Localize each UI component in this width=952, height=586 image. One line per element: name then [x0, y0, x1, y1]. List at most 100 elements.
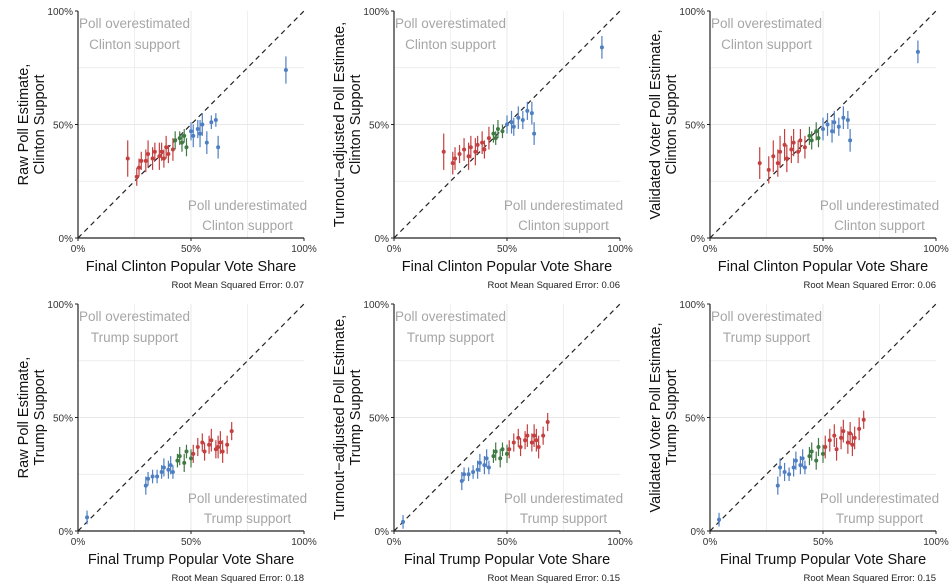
y-axis-title: Turnout−adjusted Poll Estimate,Trump Sup…	[332, 315, 364, 520]
y-axis-title-line: Validated Voter Poll Estimate,	[648, 30, 664, 220]
x-tick-label: 0%	[703, 537, 718, 548]
data-point	[771, 154, 776, 159]
y-tick-label: 50%	[53, 414, 73, 425]
panel-a: 0%0% 50% 50% 100% 100% Poll overestimated Clin…	[16, 7, 317, 291]
y-tick-label: 50%	[53, 121, 73, 132]
rmse-label: Root Mean Squared Error: 0.06	[487, 280, 620, 291]
annotation-under-support: Trump support	[836, 511, 924, 526]
annotation-over: Poll overestimated	[79, 16, 190, 31]
data-point	[486, 136, 491, 141]
data-point	[137, 165, 142, 170]
y-axis-title: Turnout−adjusted Poll Estimate,Clinton S…	[332, 22, 364, 227]
x-axis-title: Final Clinton Popular Vote Share	[402, 259, 612, 275]
data-point	[168, 463, 173, 468]
data-point	[220, 449, 225, 454]
data-point	[85, 515, 90, 520]
data-point	[198, 131, 203, 136]
annotation-under: Poll underestimated	[504, 491, 623, 506]
annotation-under: Poll underestimated	[188, 491, 307, 506]
data-point	[841, 115, 846, 120]
data-point	[125, 156, 130, 161]
data-point	[525, 433, 530, 438]
data-point	[184, 449, 189, 454]
annotation-under-support: Clinton support	[202, 218, 293, 233]
data-point	[778, 465, 783, 470]
annotation-under: Poll underestimated	[504, 198, 623, 213]
data-point	[536, 445, 541, 450]
data-point	[202, 449, 207, 454]
y-axis-title: Raw Poll Estimate,Clinton Support	[16, 64, 48, 186]
data-point	[134, 174, 139, 179]
rmse-label: Root Mean Squared Error: 0.15	[803, 573, 936, 584]
data-point	[787, 472, 792, 477]
y-axis-title-line: Raw Poll Estimate,	[16, 357, 32, 479]
annotation-over-support: Clinton support	[721, 37, 812, 52]
data-point	[834, 447, 839, 452]
data-point	[170, 469, 175, 474]
y-tick-label: 100%	[47, 7, 73, 18]
data-point	[207, 442, 212, 447]
data-point	[848, 138, 853, 143]
data-point	[789, 147, 794, 152]
data-point	[717, 517, 722, 522]
annotation-under: Poll underestimated	[188, 198, 307, 213]
data-point	[782, 142, 787, 147]
x-tick-label: 100%	[607, 244, 633, 255]
y-axis-title-line: Turnout−adjusted Poll Estimate,	[332, 22, 348, 227]
rmse-label: Root Mean Squared Error: 0.07	[171, 280, 304, 291]
data-point	[189, 456, 193, 461]
annotation-over-support: Clinton support	[89, 37, 180, 52]
data-point	[845, 117, 850, 122]
data-point	[757, 161, 762, 166]
y-axis-title-line: Trump Support	[664, 369, 680, 465]
data-point	[782, 469, 787, 474]
data-point	[832, 433, 837, 438]
panel-c: 0%0% 50% 50% 100% 100% Poll overestimated Clin…	[648, 7, 949, 291]
data-point	[482, 147, 487, 152]
panel-f: 0%0% 50% 50% 100% 100% Poll overestimated Trum…	[648, 300, 949, 584]
data-point	[848, 431, 853, 436]
data-point	[471, 469, 476, 474]
data-point	[139, 158, 144, 163]
data-point	[507, 447, 512, 452]
y-axis-title: Raw Poll Estimate,Trump Support	[16, 357, 48, 479]
panel-b: 0%0% 50% 50% 100% 100% Poll overestimated Clin…	[332, 7, 633, 291]
x-tick-label: 0%	[71, 244, 86, 255]
data-point	[529, 440, 534, 445]
data-point	[466, 472, 471, 477]
data-point	[545, 420, 550, 425]
data-point	[775, 161, 780, 166]
annotation-over: Poll overestimated	[395, 16, 506, 31]
data-point	[766, 167, 771, 172]
x-axis-title: Final Clinton Popular Vote Share	[86, 259, 296, 275]
data-point	[520, 117, 525, 122]
annotation-under: Poll underestimated	[820, 491, 939, 506]
data-point	[159, 149, 164, 154]
data-point	[459, 479, 464, 484]
data-point	[146, 476, 151, 481]
data-point	[143, 158, 148, 163]
annotation-over-support: Trump support	[91, 330, 179, 345]
data-point	[852, 435, 857, 440]
y-tick-label: 100%	[679, 7, 705, 18]
data-point	[830, 129, 835, 134]
data-point	[441, 149, 446, 154]
x-axis-title: Final Trump Popular Vote Share	[88, 552, 294, 568]
rmse-label: Root Mean Squared Error: 0.15	[487, 573, 620, 584]
data-point	[791, 465, 796, 470]
x-tick-label: 50%	[181, 537, 201, 548]
data-point	[152, 149, 157, 154]
y-axis-title-line: Clinton Support	[664, 75, 680, 175]
y-tick-label: 0%	[375, 234, 390, 245]
y-axis-title-line: Validated Voter Poll Estimate,	[648, 323, 664, 513]
x-tick-label: 0%	[387, 537, 402, 548]
data-point	[793, 458, 798, 463]
x-axis-title: Final Trump Popular Vote Share	[404, 552, 610, 568]
data-point	[170, 147, 175, 152]
data-point	[477, 460, 482, 465]
y-axis-title-line: Trump Support	[32, 369, 48, 465]
annotation-over: Poll overestimated	[711, 309, 822, 324]
annotation-over-support: Clinton support	[405, 37, 496, 52]
data-point	[802, 145, 807, 150]
data-point	[599, 45, 604, 50]
